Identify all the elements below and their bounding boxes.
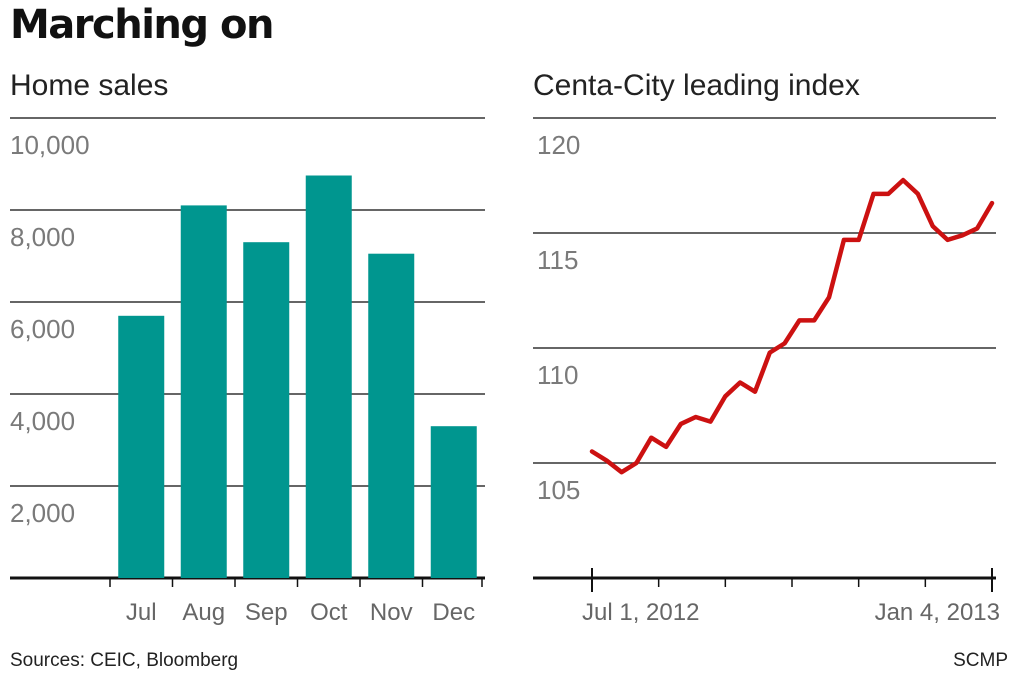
home-sales-bar	[368, 253, 415, 578]
centa-city-ytick-label: 115	[537, 245, 578, 275]
home-sales-ytick-label: 10,000	[10, 130, 90, 160]
home-sales-ytick-label: 4,000	[10, 406, 75, 436]
sources-note: Sources: CEIC, Bloomberg	[10, 650, 239, 671]
home-sales-xtick-label: Jul	[126, 599, 157, 626]
centa-city-title: Centa-City leading index	[533, 69, 860, 102]
headline: Marching on	[10, 2, 274, 48]
centa-city-chart: Centa-City leading index 105 110 115 120 Ju…	[533, 69, 1000, 626]
centa-city-xtick-label: Jan 4, 2013	[875, 599, 1000, 626]
credit-note: SCMP	[953, 650, 1008, 671]
home-sales-y-ticks: 2,000 4,000 6,000 8,000 10,000	[10, 130, 90, 528]
centa-city-y-ticks: 105 110 115 120	[537, 130, 580, 505]
centa-city-gridlines	[533, 117, 996, 580]
home-sales-bar	[118, 315, 165, 578]
home-sales-bar	[430, 426, 477, 578]
home-sales-ytick-label: 6,000	[10, 314, 75, 344]
home-sales-xtick-label: Oct	[310, 599, 348, 626]
home-sales-xtick-label: Aug	[182, 599, 225, 626]
home-sales-x-ticks: Jul Aug Sep Oct Nov Dec	[109, 578, 483, 626]
home-sales-bar	[243, 242, 290, 578]
home-sales-ytick-label: 8,000	[10, 222, 75, 252]
home-sales-chart: Home sales 2,000 4,000 6,000 8,000 10,000 Ju…	[10, 69, 485, 626]
centa-city-xtick-label: Jul 1, 2012	[582, 599, 699, 626]
centa-city-ytick-label: 110	[537, 360, 578, 390]
home-sales-bar	[305, 175, 352, 578]
home-sales-xtick-label: Sep	[245, 599, 288, 626]
home-sales-ytick-label: 2,000	[10, 498, 75, 528]
centa-city-ytick-label: 120	[537, 130, 580, 160]
home-sales-xtick-label: Nov	[370, 599, 413, 626]
home-sales-bar	[180, 205, 227, 578]
home-sales-xtick-label: Dec	[432, 599, 475, 626]
centa-city-ytick-label: 105	[537, 475, 580, 505]
centa-city-index-line	[589, 177, 995, 475]
home-sales-title: Home sales	[10, 69, 168, 102]
centa-city-x-ticks: Jul 1, 2012 Jan 4, 2013	[582, 568, 1000, 626]
home-sales-bars	[118, 175, 477, 578]
centa-city-series	[589, 177, 995, 475]
